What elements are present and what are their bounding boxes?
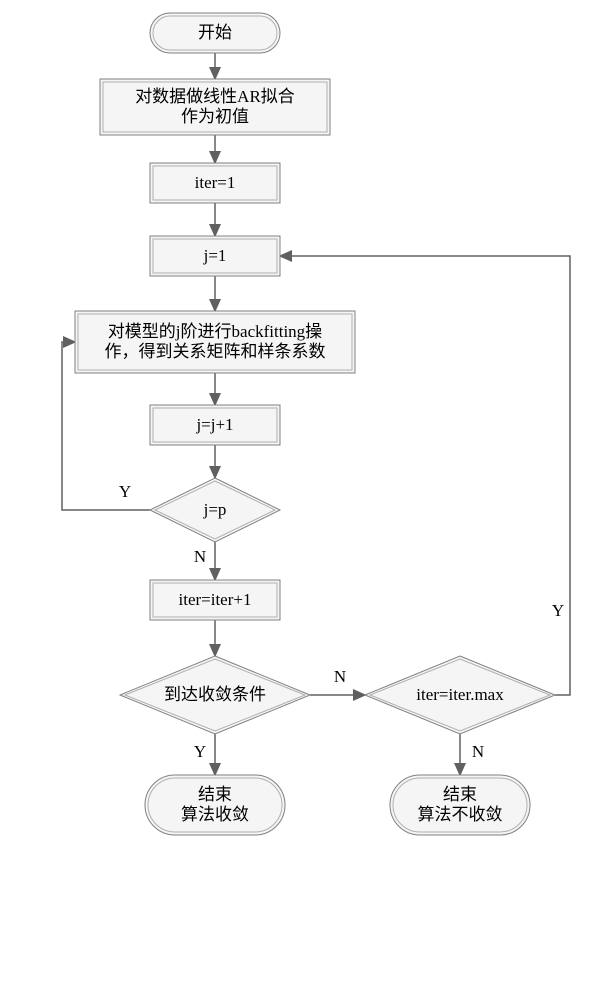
node-end1: 结束算法收敛 xyxy=(145,775,285,835)
node-init-text-1: 作为初值 xyxy=(181,107,249,126)
node-end2-text-0: 结束 xyxy=(443,785,477,804)
node-iter1: iter=1 xyxy=(150,163,280,203)
node-backfit-text-0: 对模型的j阶进行backfitting操 xyxy=(108,322,322,341)
node-backfit-text-1: 作，得到关系矩阵和样条系数 xyxy=(105,342,326,361)
node-end1-text-0: 结束 xyxy=(198,785,232,804)
node-end2-text-1: 算法不收敛 xyxy=(418,805,503,824)
edge-label-itermax-j1: Y xyxy=(552,601,564,620)
node-end2: 结束算法不收敛 xyxy=(390,775,530,835)
node-init-text-0: 对数据做线性AR拟合 xyxy=(135,87,295,106)
edge-label-conv-end1: Y xyxy=(194,742,206,761)
nodes-layer: 开始对数据做线性AR拟合作为初值 iter=1 j=1 对模型的j阶进行backfit… xyxy=(75,13,555,835)
node-conv-text-0: 到达收敛条件 xyxy=(164,685,266,704)
node-jp-text-0: j=p xyxy=(203,500,227,519)
node-iter1-text-0: iter=1 xyxy=(195,173,236,192)
node-itermax: iter=iter.max xyxy=(365,656,555,734)
node-itermax-text-0: iter=iter.max xyxy=(416,685,504,704)
node-init: 对数据做线性AR拟合作为初值 xyxy=(100,79,330,135)
node-j1-text-0: j=1 xyxy=(203,246,227,265)
node-jinc: j=j+1 xyxy=(150,405,280,445)
edge-label-jp-backfit: Y xyxy=(119,482,131,501)
node-start: 开始 xyxy=(150,13,280,53)
node-start-text-0: 开始 xyxy=(198,23,232,42)
flowchart-canvas: Y N Y N N Y 开始对数据做线性AR拟合作为初值 iter=1 j=1 对模型的j阶进行… xyxy=(0,0,600,1000)
edge-label-conv-itermax: N xyxy=(334,667,346,686)
node-iterinc: iter=iter+1 xyxy=(150,580,280,620)
node-jp: j=p xyxy=(150,478,280,542)
node-backfit: 对模型的j阶进行backfitting操作，得到关系矩阵和样条系数 xyxy=(75,311,355,373)
node-end1-text-1: 算法收敛 xyxy=(181,805,249,824)
edge-label-itermax-end2: N xyxy=(472,742,484,761)
node-j1: j=1 xyxy=(150,236,280,276)
node-conv: 到达收敛条件 xyxy=(120,656,310,734)
edge-label-jp-iterinc: N xyxy=(194,547,206,566)
edges-layer: Y N Y N N Y xyxy=(62,53,570,775)
node-jinc-text-0: j=j+1 xyxy=(195,415,233,434)
node-iterinc-text-0: iter=iter+1 xyxy=(179,590,252,609)
